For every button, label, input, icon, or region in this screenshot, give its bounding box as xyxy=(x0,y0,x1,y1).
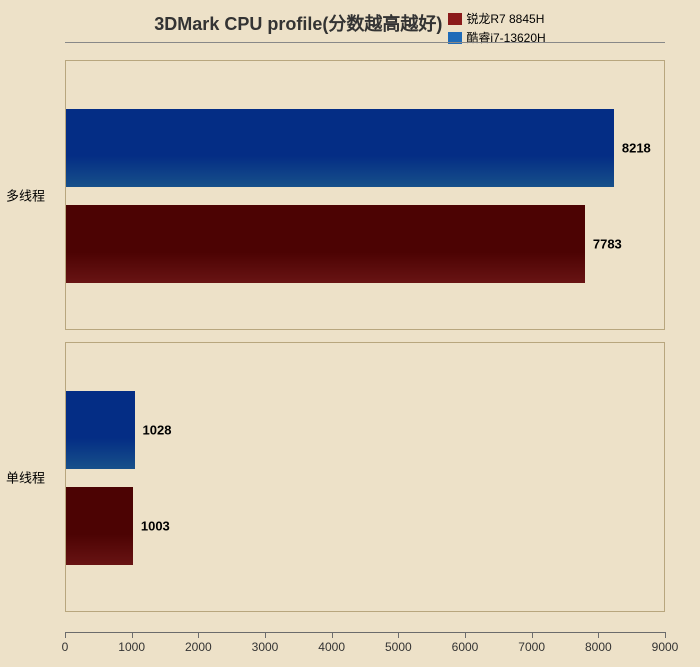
x-tick-label: 4000 xyxy=(318,640,345,654)
bar xyxy=(66,109,614,187)
category-panel: 1028 1003 xyxy=(65,342,665,612)
bar xyxy=(66,487,133,565)
legend: 锐龙R7 8845H 酷睿i7-13620H xyxy=(448,10,545,46)
x-tick-label: 5000 xyxy=(385,640,412,654)
x-tick-label: 8000 xyxy=(585,640,612,654)
x-tick xyxy=(65,632,66,638)
title-row: 3DMark CPU profile(分数越高越好) 锐龙R7 8845H 酷睿… xyxy=(0,10,700,46)
category-label: 多线程 xyxy=(6,186,45,205)
legend-item-ryzen: 锐龙R7 8845H xyxy=(448,10,545,27)
legend-swatch-ryzen xyxy=(448,13,462,25)
bar-value-label: 1028 xyxy=(143,423,172,438)
chart-container: 3DMark CPU profile(分数越高越好) 锐龙R7 8845H 酷睿… xyxy=(0,0,700,667)
x-tick-label: 2000 xyxy=(185,640,212,654)
x-tick xyxy=(532,632,533,638)
x-tick xyxy=(465,632,466,638)
bar-value-label: 8218 xyxy=(622,141,651,156)
x-tick-label: 9000 xyxy=(652,640,679,654)
category-label: 单线程 xyxy=(6,468,45,487)
x-tick xyxy=(132,632,133,638)
bar xyxy=(66,205,585,283)
title-underline xyxy=(65,42,665,43)
x-tick xyxy=(265,632,266,638)
x-tick xyxy=(398,632,399,638)
x-tick xyxy=(198,632,199,638)
x-tick xyxy=(332,632,333,638)
x-tick-label: 3000 xyxy=(252,640,279,654)
category-panel: 8218 7783 xyxy=(65,60,665,330)
x-tick-label: 1000 xyxy=(118,640,145,654)
legend-item-core: 酷睿i7-13620H xyxy=(448,29,545,46)
x-tick xyxy=(598,632,599,638)
bar-value-label: 1003 xyxy=(141,519,170,534)
x-axis: 0100020003000400050006000700080009000 xyxy=(65,632,665,633)
bar xyxy=(66,391,135,469)
chart-title: 3DMark CPU profile(分数越高越好) xyxy=(154,10,442,36)
x-tick xyxy=(665,632,666,638)
x-tick-label: 6000 xyxy=(452,640,479,654)
legend-label-ryzen: 锐龙R7 8845H xyxy=(466,10,544,27)
bar-value-label: 7783 xyxy=(593,237,622,252)
x-tick-label: 7000 xyxy=(518,640,545,654)
x-tick-label: 0 xyxy=(62,640,69,654)
legend-label-core: 酷睿i7-13620H xyxy=(466,29,545,46)
